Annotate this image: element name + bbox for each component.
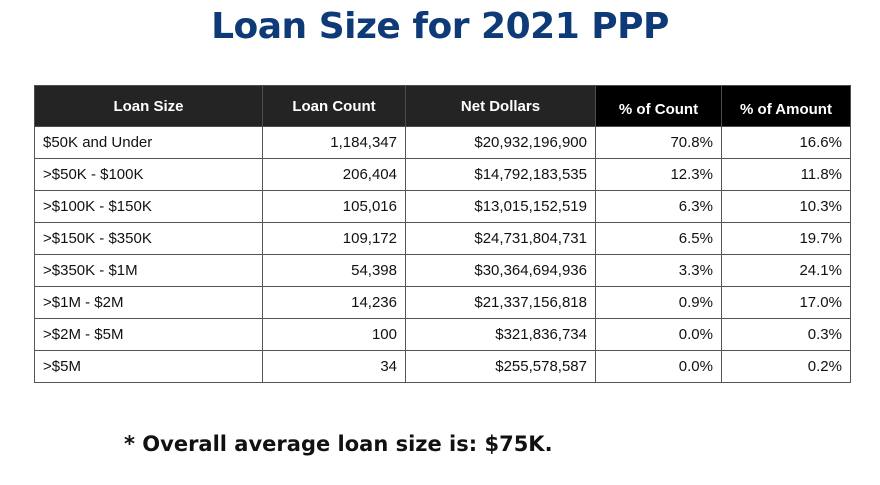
table-header-row: Loan Size Loan Count Net Dollars % of Co… bbox=[34, 85, 851, 127]
pct-count-cell: 0.0% bbox=[595, 350, 722, 383]
loan-size-cell: >$2M - $5M bbox=[34, 318, 263, 351]
loan-size-table: Loan Size Loan Count Net Dollars % of Co… bbox=[34, 85, 851, 383]
table-row: >$2M - $5M 100 $321,836,734 0.0% 0.3% bbox=[34, 318, 851, 351]
pct-count-cell: 12.3% bbox=[595, 158, 722, 191]
net-dollars-cell: $24,731,804,731 bbox=[405, 222, 596, 255]
pct-amount-cell: 11.8% bbox=[721, 158, 851, 191]
pct-count-cell: 3.3% bbox=[595, 254, 722, 287]
header-loan-count: Loan Count bbox=[262, 85, 406, 127]
loan-count-cell: 1,184,347 bbox=[262, 126, 406, 159]
pct-amount-cell: 17.0% bbox=[721, 286, 851, 319]
footnote: * Overall average loan size is: $75K. bbox=[124, 432, 553, 456]
table-body: $50K and Under 1,184,347 $20,932,196,900 70… bbox=[34, 126, 851, 383]
net-dollars-cell: $21,337,156,818 bbox=[405, 286, 596, 319]
loan-size-cell: >$1M - $2M bbox=[34, 286, 263, 319]
pct-count-cell: 70.8% bbox=[595, 126, 722, 159]
pct-amount-cell: 10.3% bbox=[721, 190, 851, 223]
net-dollars-cell: $14,792,183,535 bbox=[405, 158, 596, 191]
loan-size-cell: >$350K - $1M bbox=[34, 254, 263, 287]
pct-count-cell: 6.5% bbox=[595, 222, 722, 255]
pct-amount-cell: 24.1% bbox=[721, 254, 851, 287]
loan-count-cell: 54,398 bbox=[262, 254, 406, 287]
pct-amount-cell: 19.7% bbox=[721, 222, 851, 255]
loan-count-cell: 100 bbox=[262, 318, 406, 351]
loan-size-cell: >$150K - $350K bbox=[34, 222, 263, 255]
table-row: >$350K - $1M 54,398 $30,364,694,936 3.3% 24.… bbox=[34, 254, 851, 287]
table-row: >$150K - $350K 109,172 $24,731,804,731 6.5%… bbox=[34, 222, 851, 255]
pct-amount-cell: 0.2% bbox=[721, 350, 851, 383]
header-pct-amount: % of Amount bbox=[721, 85, 851, 127]
net-dollars-cell: $30,364,694,936 bbox=[405, 254, 596, 287]
table-row: >$1M - $2M 14,236 $21,337,156,818 0.9% 17.0% bbox=[34, 286, 851, 319]
table-row: >$100K - $150K 105,016 $13,015,152,519 6.3%… bbox=[34, 190, 851, 223]
pct-amount-cell: 0.3% bbox=[721, 318, 851, 351]
loan-count-cell: 206,404 bbox=[262, 158, 406, 191]
loan-size-cell: >$5M bbox=[34, 350, 263, 383]
header-net-dollars: Net Dollars bbox=[405, 85, 596, 127]
table-row: >$50K - $100K 206,404 $14,792,183,535 12.3%… bbox=[34, 158, 851, 191]
loan-count-cell: 14,236 bbox=[262, 286, 406, 319]
loan-size-cell: >$100K - $150K bbox=[34, 190, 263, 223]
pct-count-cell: 0.9% bbox=[595, 286, 722, 319]
table-row: $50K and Under 1,184,347 $20,932,196,900 70… bbox=[34, 126, 851, 159]
net-dollars-cell: $13,015,152,519 bbox=[405, 190, 596, 223]
pct-count-cell: 0.0% bbox=[595, 318, 722, 351]
loan-count-cell: 105,016 bbox=[262, 190, 406, 223]
loan-count-cell: 34 bbox=[262, 350, 406, 383]
header-pct-count: % of Count bbox=[595, 85, 722, 127]
net-dollars-cell: $321,836,734 bbox=[405, 318, 596, 351]
net-dollars-cell: $255,578,587 bbox=[405, 350, 596, 383]
loan-size-cell: $50K and Under bbox=[34, 126, 263, 159]
loan-count-cell: 109,172 bbox=[262, 222, 406, 255]
table-row: >$5M 34 $255,578,587 0.0% 0.2% bbox=[34, 350, 851, 383]
header-loan-size: Loan Size bbox=[34, 85, 263, 127]
pct-amount-cell: 16.6% bbox=[721, 126, 851, 159]
pct-count-cell: 6.3% bbox=[595, 190, 722, 223]
net-dollars-cell: $20,932,196,900 bbox=[405, 126, 596, 159]
page-title: Loan Size for 2021 PPP bbox=[211, 6, 669, 47]
loan-size-cell: >$50K - $100K bbox=[34, 158, 263, 191]
